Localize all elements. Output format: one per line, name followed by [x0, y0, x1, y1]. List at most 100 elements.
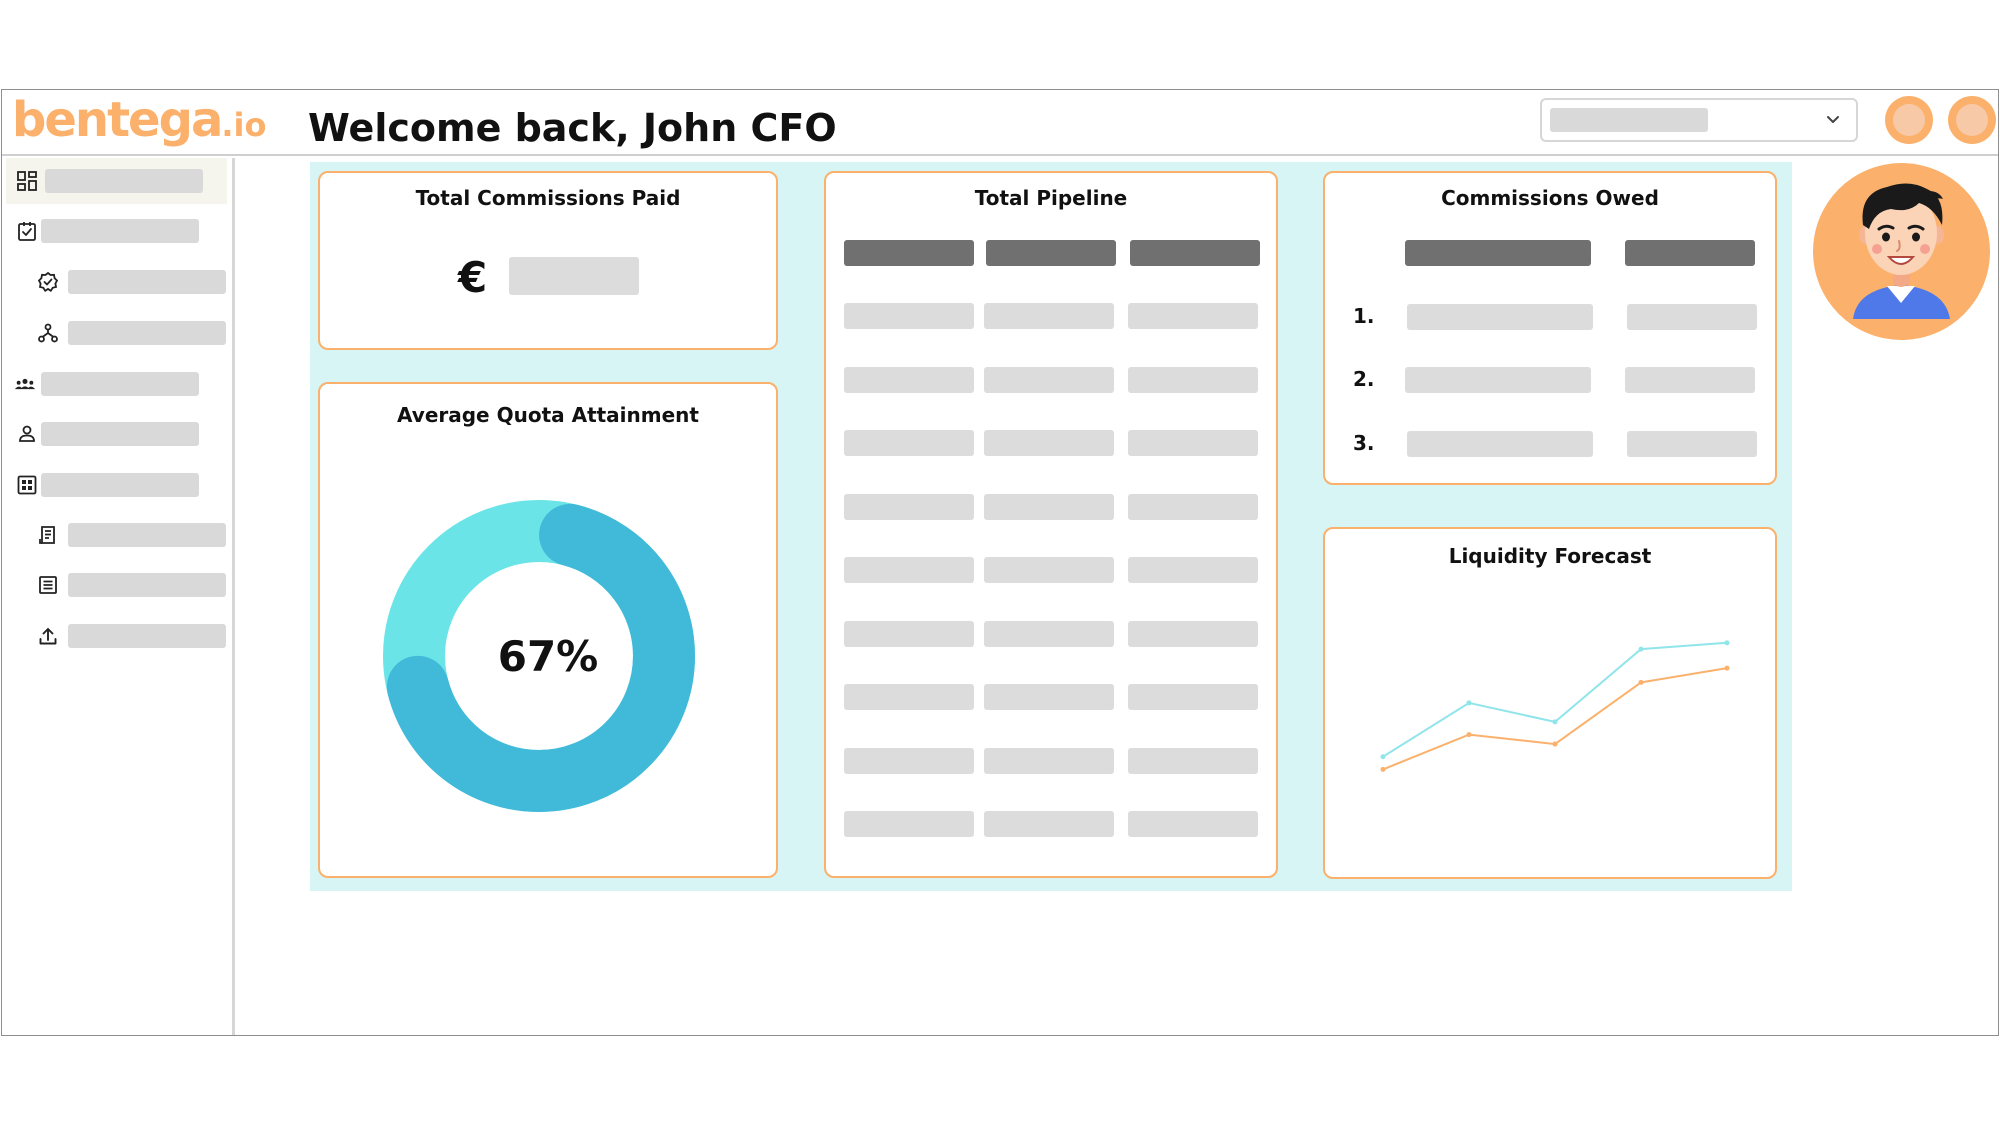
data-point	[1466, 700, 1472, 706]
quota-percentage: 67%	[497, 632, 599, 681]
quota-donut-chart	[383, 500, 695, 812]
profile-button[interactable]	[1948, 96, 1996, 144]
data-point	[1724, 640, 1730, 646]
table-cell	[984, 811, 1114, 837]
table-cell	[1405, 367, 1591, 393]
donut-value-arc	[383, 500, 695, 812]
table-cell	[1625, 367, 1755, 393]
sidebar-item-uploads[interactable]	[6, 613, 227, 659]
sidebar-item-label	[41, 372, 199, 396]
sidebar-item-tasks[interactable]	[6, 208, 227, 254]
table-cell	[1128, 366, 1258, 393]
table-cell	[1128, 493, 1258, 520]
table-cell	[1627, 304, 1757, 330]
sidebar-item-statements[interactable]	[6, 512, 227, 558]
badge-check-icon	[37, 271, 59, 293]
sidebar-item-reports[interactable]	[6, 562, 227, 608]
table-cell	[1128, 430, 1258, 456]
sidebar-item-label	[68, 624, 226, 648]
selector-value-placeholder	[1550, 108, 1708, 132]
card-title: Total Pipeline	[974, 186, 1128, 210]
sidebar-item-label	[41, 422, 199, 446]
table-header-cell	[1130, 240, 1260, 266]
table-cell	[1128, 684, 1258, 710]
table-header-cell	[1405, 240, 1591, 266]
sidebar-item-workflows[interactable]	[6, 310, 227, 356]
rank-label: 3.	[1353, 431, 1375, 455]
dashboard-icon	[17, 171, 37, 191]
page-title: Welcome back, John CFO	[308, 106, 837, 150]
sidebar-item-teams[interactable]	[6, 361, 227, 407]
workflow-icon	[38, 323, 58, 343]
table-cell	[1128, 811, 1258, 837]
sidebar-item-plans[interactable]	[6, 462, 227, 508]
team-icon	[14, 378, 36, 390]
sidebar-item-label	[68, 270, 226, 294]
data-point	[1638, 646, 1644, 652]
series-line-1	[1382, 641, 1728, 758]
data-point	[1466, 732, 1472, 738]
data-point	[1724, 665, 1730, 671]
table-cell	[984, 684, 1114, 710]
table-cell	[844, 430, 974, 456]
amount-placeholder	[509, 257, 639, 295]
table-cell	[1128, 620, 1258, 647]
card-commissions-owed[interactable]: Commissions Owed 1. 2. 3.	[1323, 171, 1777, 485]
table-cell	[984, 557, 1114, 583]
series-line-2	[1382, 667, 1728, 771]
sidebar-item-dashboard[interactable]	[6, 158, 227, 204]
card-total-pipeline[interactable]: Total Pipeline	[824, 171, 1278, 878]
company-selector[interactable]	[1540, 98, 1858, 142]
card-title: Commissions Owed	[1441, 186, 1659, 210]
sidebar-item-label	[41, 473, 199, 497]
user-icon	[19, 425, 35, 442]
table-cell	[844, 747, 974, 774]
currency-symbol: €	[458, 253, 488, 302]
sidebar-item-label	[45, 169, 203, 193]
top-bar: bentega.io	[2, 90, 1998, 156]
brand-tld: .io	[221, 106, 267, 144]
brand-name: bentega	[12, 92, 223, 148]
data-point	[1552, 741, 1558, 747]
table-cell	[1128, 747, 1258, 774]
table-cell	[984, 493, 1114, 520]
grid-icon	[17, 475, 37, 495]
card-title: Liquidity Forecast	[1448, 544, 1652, 568]
table-cell	[844, 684, 974, 710]
notifications-button[interactable]	[1885, 96, 1933, 144]
clipboard-check-icon	[18, 222, 36, 241]
liquidity-line-chart	[1380, 640, 1730, 772]
dashboard-board: Total Commissions Paid € Average Quota A…	[310, 162, 1792, 891]
table-cell	[984, 303, 1114, 329]
user-avatar[interactable]	[1813, 163, 1990, 340]
card-total-commissions-paid[interactable]: Total Commissions Paid €	[318, 171, 778, 350]
data-point	[1380, 754, 1386, 760]
table-cell	[844, 557, 974, 583]
sidebar-item-people[interactable]	[6, 411, 227, 457]
rank-label: 1.	[1353, 304, 1375, 328]
sidebar-item-label	[68, 523, 226, 547]
brand-logo[interactable]: bentega.io	[12, 92, 266, 148]
upload-icon	[39, 628, 57, 645]
table-cell	[1627, 431, 1757, 457]
table-cell	[1407, 431, 1593, 457]
data-point	[1552, 719, 1558, 725]
sidebar	[2, 158, 235, 1035]
sidebar-item-approvals[interactable]	[6, 259, 227, 305]
avatar-illustration	[1853, 183, 1950, 319]
data-point	[1638, 679, 1644, 685]
card-title: Average Quota Attainment	[397, 403, 699, 427]
table-header-cell	[1625, 240, 1755, 266]
chevron-down-icon	[1827, 116, 1839, 123]
card-title: Total Commissions Paid	[415, 186, 681, 210]
table-cell	[844, 811, 974, 837]
card-liquidity-forecast[interactable]: Liquidity Forecast	[1323, 527, 1777, 879]
card-average-quota-attainment[interactable]: Average Quota Attainment 67%	[318, 382, 778, 878]
table-cell	[844, 303, 974, 329]
data-point	[1380, 766, 1386, 772]
list-icon	[39, 576, 57, 594]
sidebar-item-label	[68, 573, 226, 597]
sidebar-item-label	[41, 219, 199, 243]
table-cell	[1407, 304, 1593, 330]
table-cell	[1128, 303, 1258, 329]
